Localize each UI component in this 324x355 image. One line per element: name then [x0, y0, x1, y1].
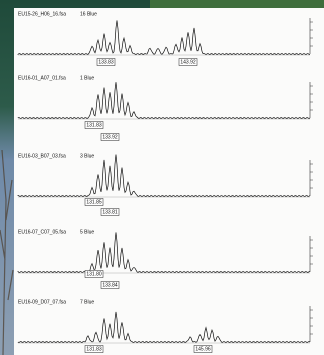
peak-label: 133.84 — [102, 282, 118, 288]
peak-label: 145.96 — [195, 346, 211, 352]
dye-label: 5 Blue — [80, 229, 94, 235]
dye-label: 1 Blue — [80, 75, 94, 81]
peak-label: 131.83 — [86, 346, 102, 352]
sample-name: EU16-07_C07_05.fsa — [18, 229, 66, 235]
peak-label: 133.81 — [102, 209, 118, 215]
sample-name: EU15-26_H06_16.fsa — [18, 11, 66, 17]
peak-label: 131.83 — [86, 122, 102, 128]
dye-label: 7 Blue — [80, 299, 94, 305]
peak-label: 131.85 — [86, 199, 102, 205]
sample-name: EU16-09_D07_07.fsa — [18, 299, 66, 305]
peak-label: 131.80 — [86, 271, 102, 277]
peak-label: 133.92 — [102, 134, 118, 140]
peak-label: 133.83 — [98, 59, 114, 65]
screenshot: EU15-26_H06_16.fsa 16 Blue 133.83 143.92 EU1… — [0, 0, 324, 355]
sample-name: EU16-03_B07_03.fsa — [18, 153, 66, 159]
dye-label: 3 Blue — [80, 153, 94, 159]
page: EU15-26_H06_16.fsa 16 Blue 133.83 143.92 EU1… — [0, 0, 324, 355]
sample-name: EU16-01_A07_01.fsa — [18, 75, 66, 81]
peak-label: 143.92 — [180, 59, 196, 65]
dye-label: 16 Blue — [80, 11, 97, 17]
